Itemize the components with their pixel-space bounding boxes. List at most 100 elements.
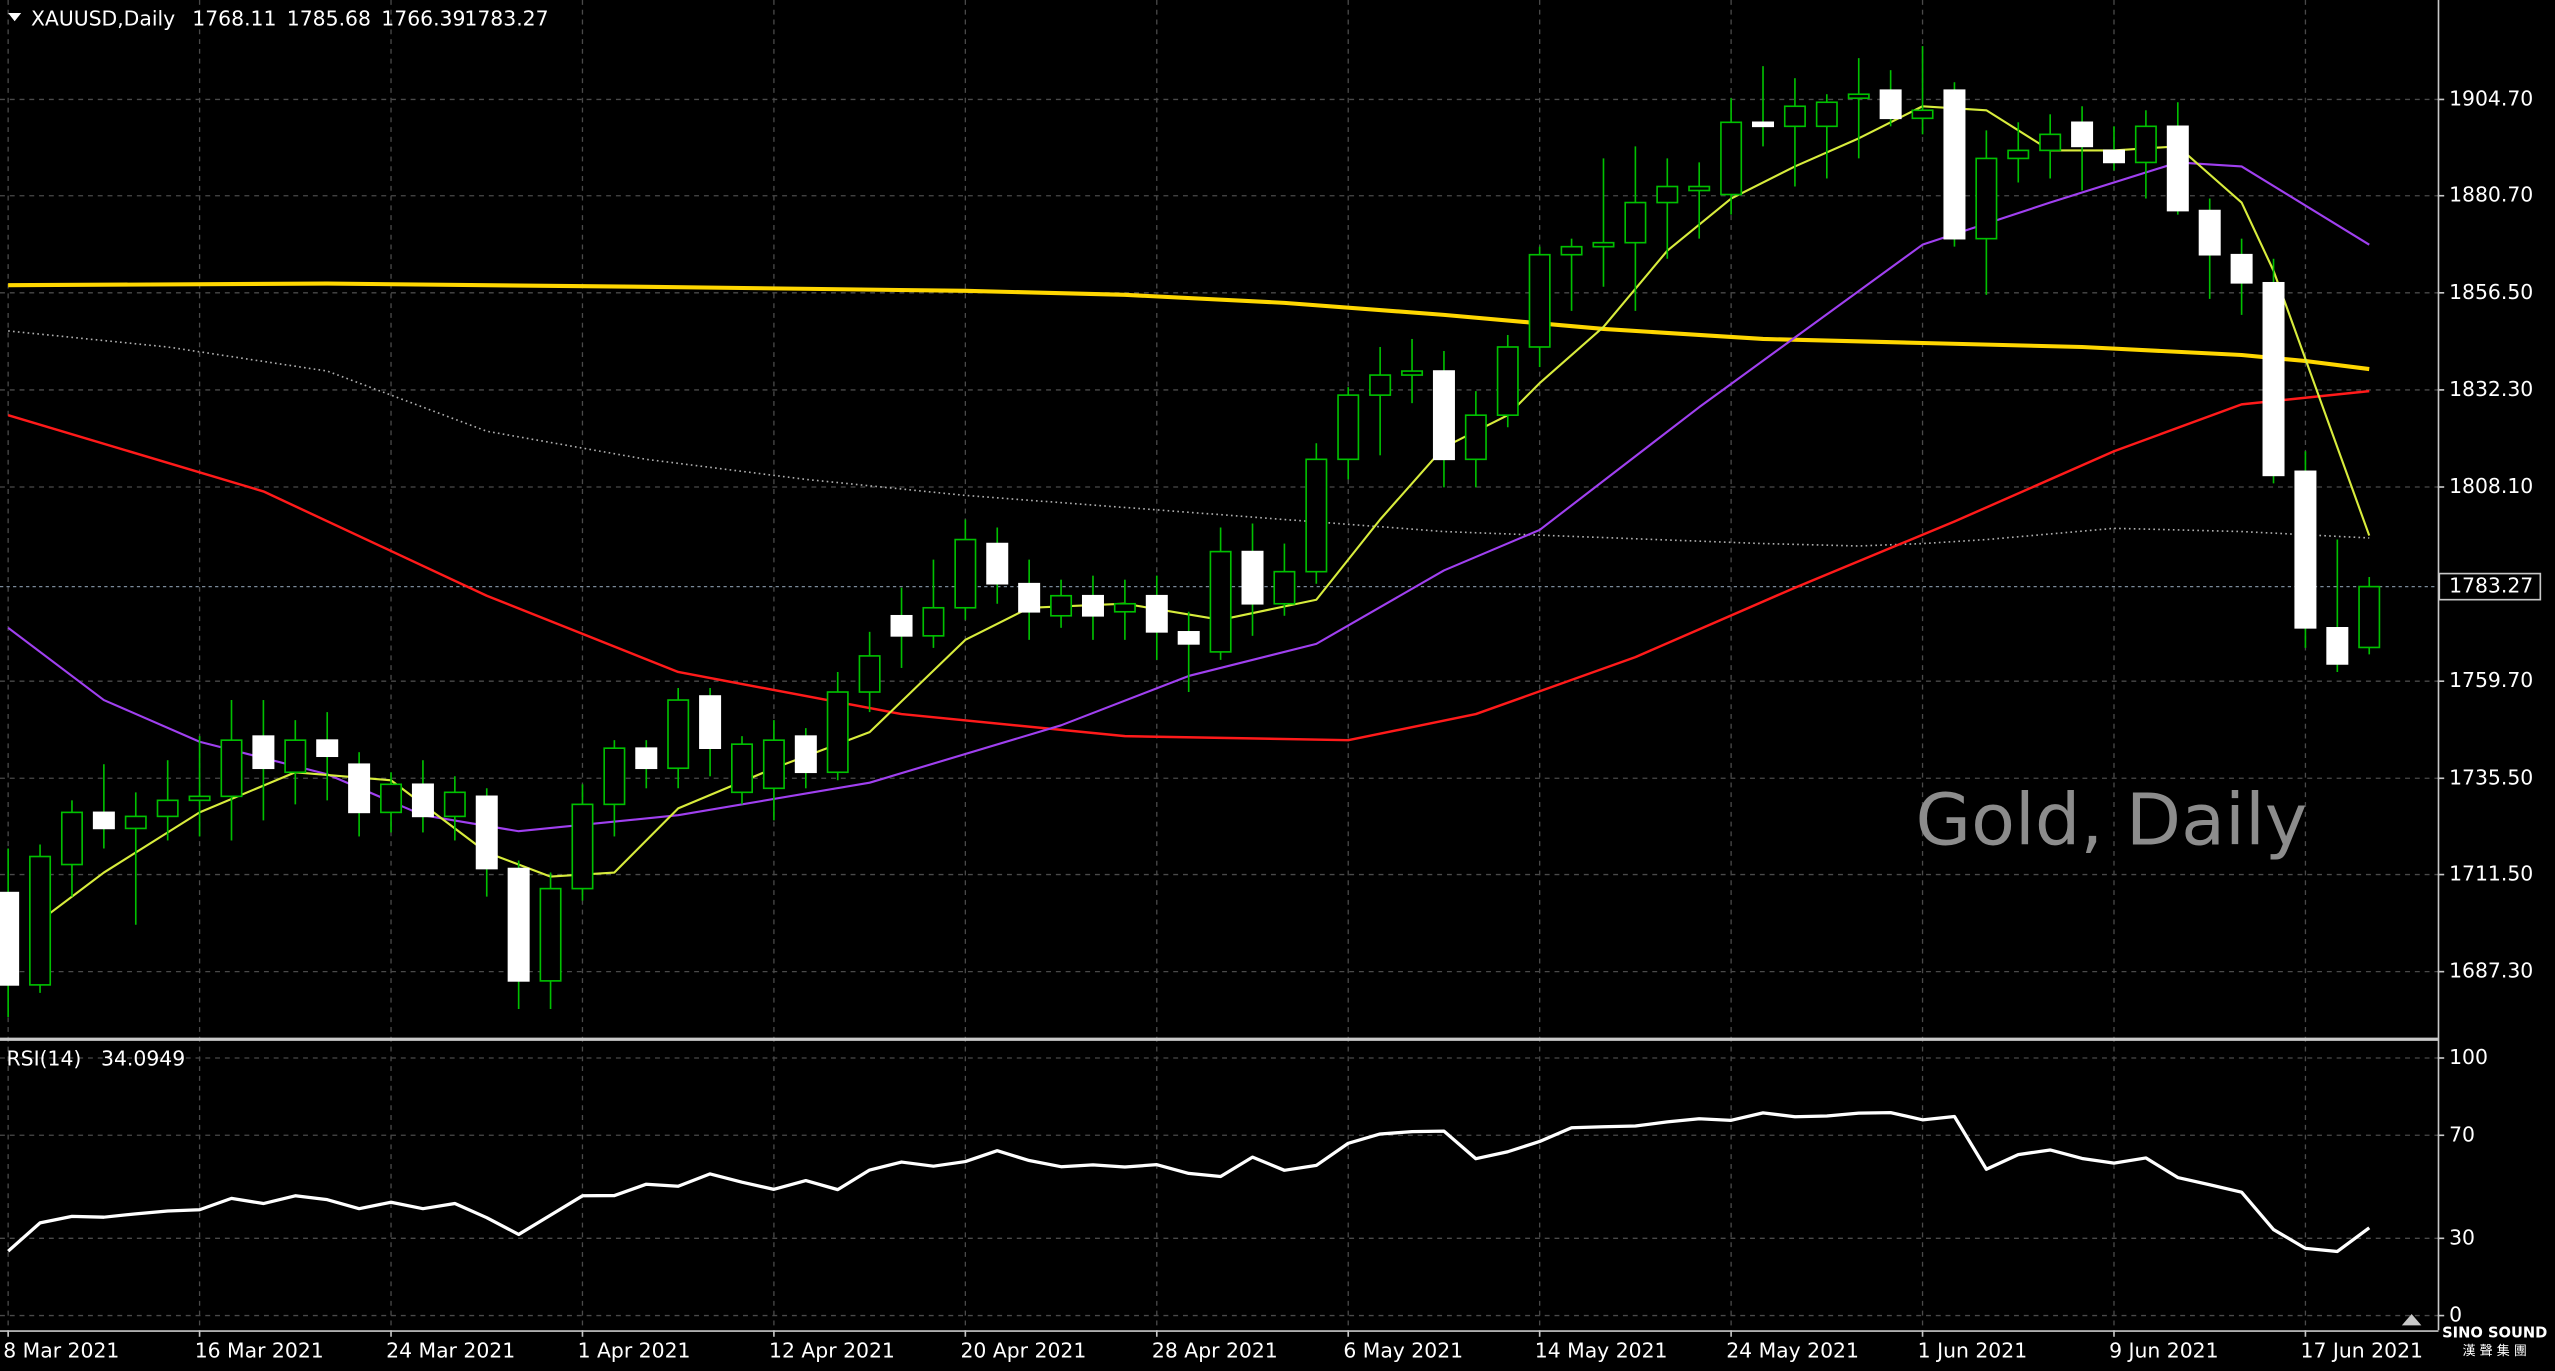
candle-body-down xyxy=(1241,550,1264,605)
candle-body-down xyxy=(1081,594,1104,617)
candle-body-up xyxy=(220,739,243,798)
y-tick-label: 1759.70 xyxy=(2449,668,2533,692)
x-tick-label: 14 May 2021 xyxy=(1535,1338,1668,1362)
candle-body-up xyxy=(443,791,466,818)
moving-average-line xyxy=(7,389,2370,742)
x-tick-label: 8 Mar 2021 xyxy=(3,1338,119,1362)
candle-body-up xyxy=(1464,414,1487,461)
candle-layer xyxy=(0,46,2381,1017)
candle-body-down xyxy=(411,783,434,818)
candle-body-up xyxy=(826,691,849,774)
candle-body-down xyxy=(348,763,371,814)
candle-body-up xyxy=(1688,185,1711,192)
candle-body-up xyxy=(2134,125,2157,164)
current-price-label: 1783.27 xyxy=(2449,574,2533,598)
candle-body-down xyxy=(2230,253,2253,284)
candle-body-up xyxy=(29,855,52,986)
candle-body-up xyxy=(1815,101,1838,128)
candle-body-down xyxy=(2198,209,2221,256)
candle-body-down xyxy=(1145,594,1168,633)
x-tick-label: 20 Apr 2021 xyxy=(960,1338,1086,1362)
current-price-box xyxy=(2438,572,2542,601)
y-tick-label: 1687.30 xyxy=(2449,959,2533,983)
candle-body-up xyxy=(1528,253,1551,348)
candle-body-up xyxy=(1050,594,1073,617)
candle-body-down xyxy=(635,747,658,770)
candle-body-up xyxy=(1975,157,1998,240)
x-tick-label: 9 Jun 2021 xyxy=(2109,1338,2219,1362)
rsi-line xyxy=(7,1110,2371,1254)
x-tick-label: 17 Jun 2021 xyxy=(2301,1338,2423,1362)
y-tick-label: 1711.50 xyxy=(2449,862,2533,886)
x-tick-label: 28 Apr 2021 xyxy=(1152,1338,1278,1362)
candle-body-up xyxy=(60,811,83,866)
candle-body-up xyxy=(1720,121,1743,196)
moving-average-line xyxy=(8,281,2370,372)
candle-body-up xyxy=(858,655,881,693)
moving-average-line xyxy=(8,330,2370,547)
candle-body-down xyxy=(92,811,115,830)
candle-body-down xyxy=(2326,627,2349,665)
candle-body-down xyxy=(2071,121,2094,148)
y-tick-label: 1856.50 xyxy=(2449,280,2533,304)
rsi-y-tick-label: 0 xyxy=(2449,1303,2462,1327)
y-tick-label: 1904.70 xyxy=(2449,86,2533,110)
candle-body-up xyxy=(1273,570,1296,605)
rsi-y-tick-label: 100 xyxy=(2449,1045,2488,1069)
candle-body-down xyxy=(986,542,1009,585)
rsi-layer xyxy=(7,1110,2371,1254)
shift-marker xyxy=(2401,1313,2422,1326)
candle-body-up xyxy=(1369,374,1392,396)
rsi-y-tick-label: 70 xyxy=(2449,1122,2475,1146)
symbol-title: XAUUSD,Daily xyxy=(31,7,175,31)
text-layer: XAUUSD,Daily 1768.11 1785.68 1766.39 178… xyxy=(3,7,2547,1363)
watermark: Gold, Daily xyxy=(1916,777,2308,861)
candle-body-up xyxy=(1337,394,1360,461)
candle-body-down xyxy=(507,867,530,982)
candle-body-up xyxy=(1496,346,1519,417)
candle-body-down xyxy=(890,614,913,637)
x-tick-label: 6 May 2021 xyxy=(1343,1338,1463,1362)
candle-body-up xyxy=(2358,585,2381,649)
candle-body-up xyxy=(1305,458,1328,573)
header-high: 1785.68 xyxy=(287,7,371,31)
candle-body-up xyxy=(603,747,626,806)
candle-body-down xyxy=(316,739,339,758)
candle-body-up xyxy=(954,538,977,609)
candle-body-down xyxy=(2294,470,2317,629)
logo-name: SINO SOUND xyxy=(2442,1325,2547,1342)
x-tick-label: 24 May 2021 xyxy=(1726,1338,1859,1362)
candle-body-up xyxy=(1624,201,1647,244)
grid-layer xyxy=(0,0,2438,1331)
x-tick-label: 1 Jun 2021 xyxy=(1918,1338,2028,1362)
header-low: 1766.39 xyxy=(381,7,465,31)
candle-body-up xyxy=(156,799,179,818)
candle-body-down xyxy=(699,695,722,749)
dropdown-arrow[interactable] xyxy=(8,13,22,22)
candle-body-down xyxy=(1432,370,1455,461)
candle-body-down xyxy=(475,795,498,870)
header-open: 1768.11 xyxy=(192,7,276,31)
axes-layer xyxy=(0,0,2542,1337)
logo-subtitle: 漢 聲 集 團 xyxy=(2462,1343,2526,1359)
y-tick-label: 1880.70 xyxy=(2449,183,2533,207)
candle-body-up xyxy=(762,739,785,790)
candle-body-up xyxy=(731,743,753,794)
candle-body-down xyxy=(2262,281,2285,477)
candle-body-up xyxy=(188,795,211,802)
candle-body-down xyxy=(252,735,275,770)
candle-body-up xyxy=(2007,149,2030,160)
candle-body-up xyxy=(1401,370,1424,376)
candle-body-up xyxy=(922,606,945,637)
candle-body-up xyxy=(2039,133,2062,152)
candle-body-down xyxy=(1752,121,1775,128)
x-tick-label: 16 Mar 2021 xyxy=(195,1338,324,1362)
y-tick-label: 1735.50 xyxy=(2449,765,2533,789)
candle-body-down xyxy=(1177,631,1200,645)
candle-body-up xyxy=(1847,93,1870,100)
candle-body-down xyxy=(1879,89,1902,120)
candle-body-down xyxy=(794,735,817,774)
y-tick-label: 1808.10 xyxy=(2449,474,2533,498)
